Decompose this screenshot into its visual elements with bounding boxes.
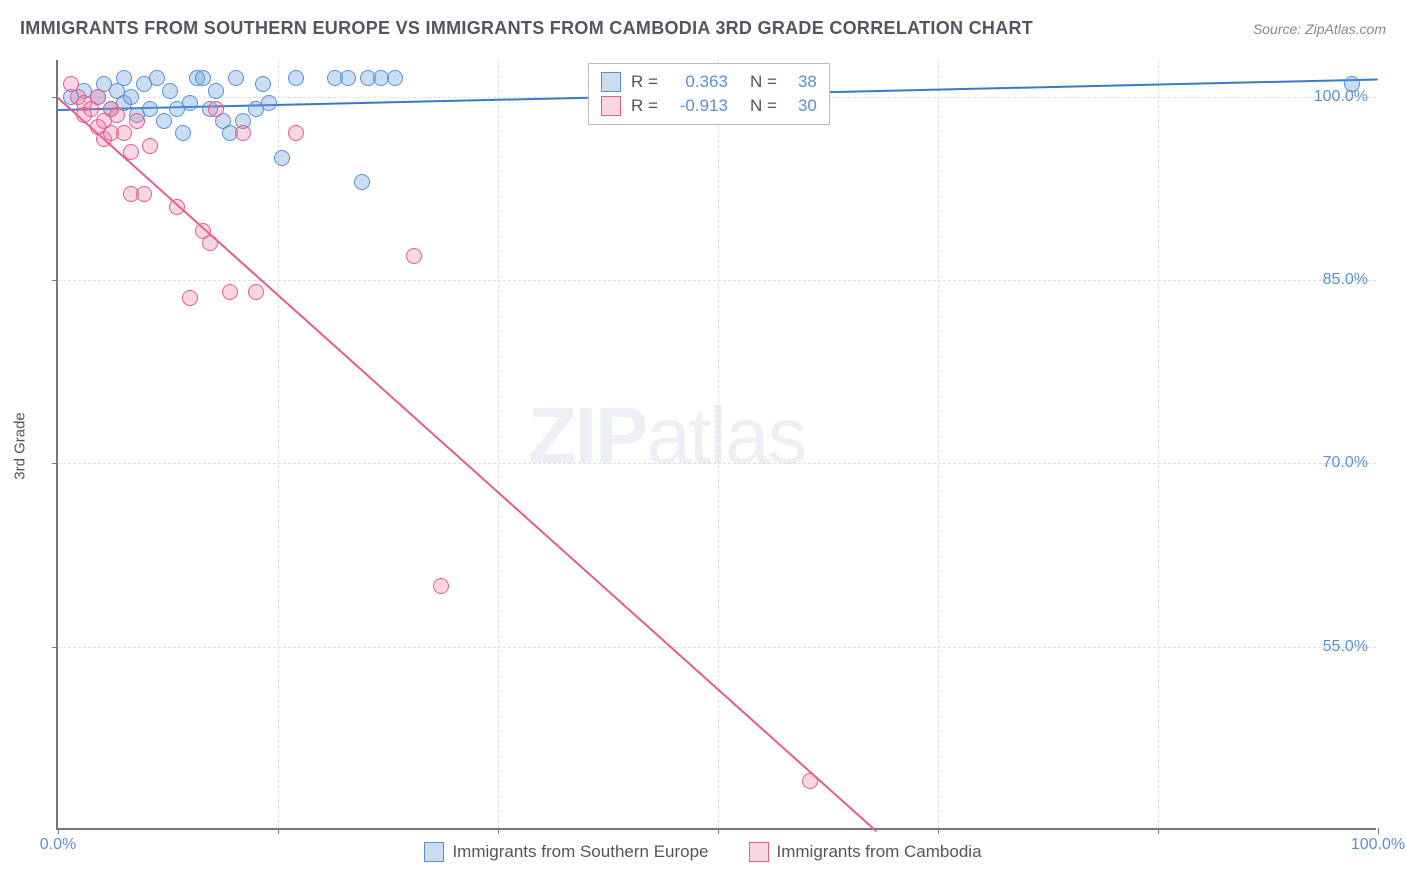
data-point bbox=[162, 83, 178, 99]
y-tick-mark bbox=[52, 280, 58, 281]
data-point bbox=[169, 199, 185, 215]
n-label: N = bbox=[750, 96, 777, 116]
data-point bbox=[142, 138, 158, 154]
data-point bbox=[182, 95, 198, 111]
r-value: -0.913 bbox=[668, 96, 728, 116]
data-point bbox=[202, 235, 218, 251]
watermark-atlas: atlas bbox=[646, 391, 805, 480]
y-tick-label: 70.0% bbox=[1323, 454, 1368, 472]
legend-swatch bbox=[749, 842, 769, 862]
r-label: R = bbox=[631, 72, 658, 92]
n-value: 30 bbox=[787, 96, 817, 116]
plot-area: ZIPatlas 55.0%70.0%85.0%100.0%0.0%100.0%… bbox=[56, 60, 1376, 830]
x-tick-mark bbox=[498, 828, 499, 834]
gridline-horizontal bbox=[58, 463, 1376, 464]
n-value: 38 bbox=[787, 72, 817, 92]
data-point bbox=[142, 101, 158, 117]
x-tick-mark bbox=[718, 828, 719, 834]
data-point bbox=[136, 186, 152, 202]
correlation-legend-row: R = -0.913 N = 30 bbox=[601, 94, 817, 118]
data-point bbox=[288, 125, 304, 141]
x-tick-mark bbox=[938, 828, 939, 834]
gridline-horizontal bbox=[58, 647, 1376, 648]
legend-item: Immigrants from Cambodia bbox=[749, 842, 982, 862]
data-point bbox=[340, 70, 356, 86]
title-bar: IMMIGRANTS FROM SOUTHERN EUROPE VS IMMIG… bbox=[20, 18, 1386, 39]
data-point bbox=[261, 95, 277, 111]
y-tick-mark bbox=[52, 647, 58, 648]
gridline-vertical bbox=[718, 60, 719, 828]
data-point bbox=[387, 70, 403, 86]
n-label: N = bbox=[750, 72, 777, 92]
data-point bbox=[116, 70, 132, 86]
data-point bbox=[354, 174, 370, 190]
data-point bbox=[123, 144, 139, 160]
data-point bbox=[802, 773, 818, 789]
x-tick-mark bbox=[278, 828, 279, 834]
y-tick-mark bbox=[52, 463, 58, 464]
correlation-legend-row: R = 0.363 N = 38 bbox=[601, 70, 817, 94]
data-point bbox=[129, 113, 145, 129]
data-point bbox=[175, 125, 191, 141]
y-tick-label: 85.0% bbox=[1323, 271, 1368, 289]
data-point bbox=[288, 70, 304, 86]
gridline-horizontal bbox=[58, 280, 1376, 281]
r-value: 0.363 bbox=[668, 72, 728, 92]
data-point bbox=[90, 89, 106, 105]
data-point bbox=[235, 125, 251, 141]
y-tick-label: 55.0% bbox=[1323, 638, 1368, 656]
data-point bbox=[109, 107, 125, 123]
gridline-vertical bbox=[278, 60, 279, 828]
watermark-zip: ZIP bbox=[528, 391, 646, 480]
data-point bbox=[433, 578, 449, 594]
data-point bbox=[274, 150, 290, 166]
data-point bbox=[255, 76, 271, 92]
gridline-vertical bbox=[1158, 60, 1159, 828]
x-tick-mark bbox=[1378, 828, 1379, 834]
chart-title: IMMIGRANTS FROM SOUTHERN EUROPE VS IMMIG… bbox=[20, 18, 1033, 39]
y-tick-label: 100.0% bbox=[1314, 88, 1368, 106]
y-axis-label: 3rd Grade bbox=[12, 412, 29, 480]
x-tick-mark bbox=[58, 828, 59, 834]
data-point bbox=[228, 70, 244, 86]
data-point bbox=[195, 70, 211, 86]
correlation-legend: R = 0.363 N = 38 R = -0.913 N = 30 bbox=[588, 63, 830, 125]
source-label: Source: ZipAtlas.com bbox=[1253, 21, 1386, 37]
gridline-vertical bbox=[938, 60, 939, 828]
data-point bbox=[208, 83, 224, 99]
r-label: R = bbox=[631, 96, 658, 116]
x-tick-mark bbox=[1158, 828, 1159, 834]
data-point bbox=[116, 125, 132, 141]
data-point bbox=[123, 89, 139, 105]
legend-swatch bbox=[601, 72, 621, 92]
legend-swatch bbox=[424, 842, 444, 862]
data-point bbox=[149, 70, 165, 86]
legend-label: Immigrants from Cambodia bbox=[777, 842, 982, 862]
gridline-vertical bbox=[498, 60, 499, 828]
data-point bbox=[156, 113, 172, 129]
data-point bbox=[208, 101, 224, 117]
legend-label: Immigrants from Southern Europe bbox=[452, 842, 708, 862]
data-point bbox=[222, 284, 238, 300]
legend-item: Immigrants from Southern Europe bbox=[424, 842, 708, 862]
watermark: ZIPatlas bbox=[528, 390, 805, 482]
legend-bottom: Immigrants from Southern Europe Immigrant… bbox=[0, 842, 1406, 862]
data-point bbox=[182, 290, 198, 306]
data-point bbox=[406, 248, 422, 264]
data-point bbox=[248, 284, 264, 300]
data-point bbox=[1344, 76, 1360, 92]
legend-swatch bbox=[601, 96, 621, 116]
